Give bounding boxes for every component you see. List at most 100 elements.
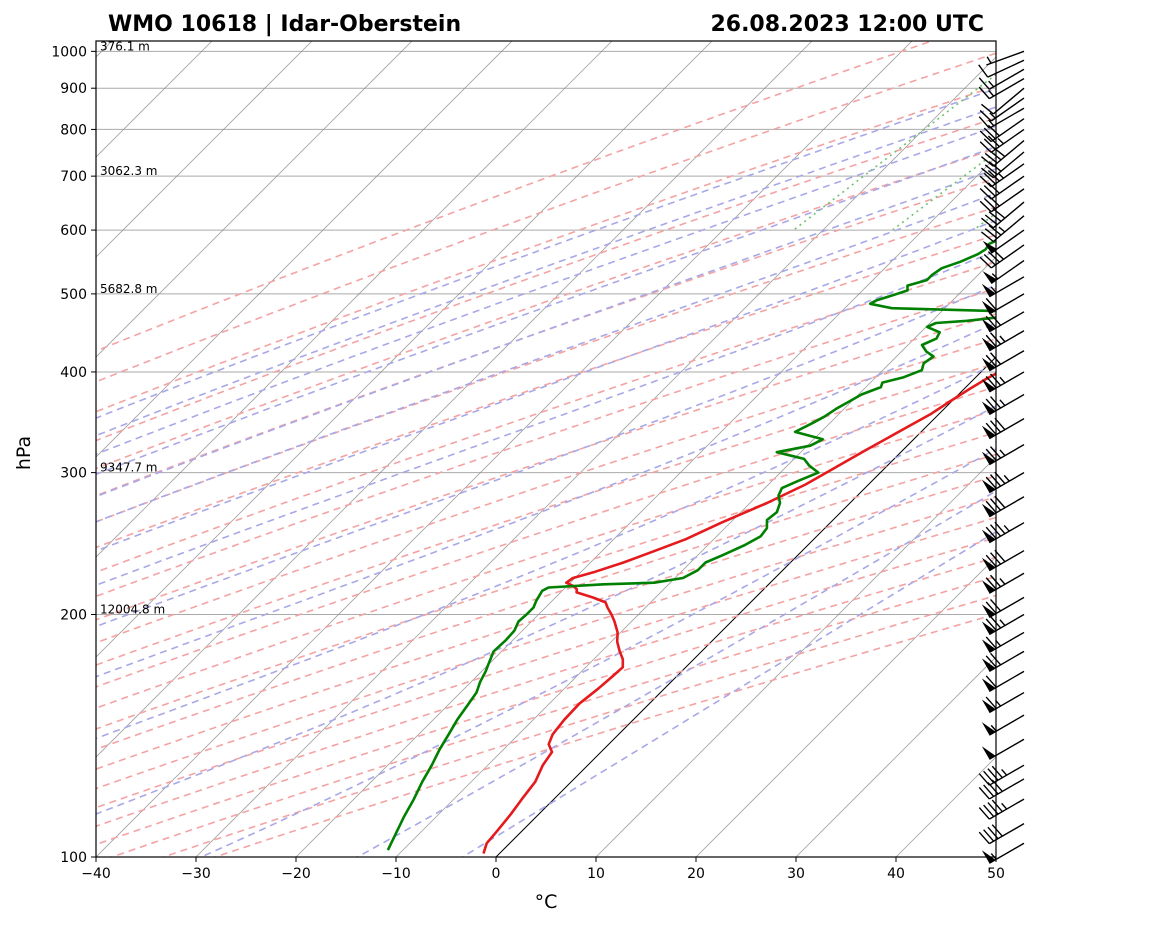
wind-barb (981, 613, 1025, 636)
isotherm-line (96, 41, 613, 558)
height-labels: 376.1 m 3062.3 m 5682.8 m 9347.7 m 12004.8 m (100, 39, 165, 616)
wind-barb-half-flag (999, 376, 1006, 384)
height-label: 376.1 m (100, 39, 150, 53)
wind-barb-pennant (981, 746, 996, 760)
isotherm-line (96, 41, 713, 658)
wind-barb-half-flag (1003, 524, 1010, 532)
wind-barb (981, 350, 1025, 372)
wind-barb-staff (989, 738, 1025, 760)
wind-barb-flag (985, 500, 997, 514)
wind-barb (981, 691, 1025, 714)
mixing-ratio-line (891, 150, 996, 231)
x-tick-label: 50 (987, 866, 1005, 882)
y-tick-label: 800 (60, 122, 87, 138)
wind-barb-staff (989, 670, 1025, 692)
dry-adiabat-line (96, 475, 996, 770)
wind-barb-flag (988, 161, 1002, 172)
isotherm-line (96, 41, 913, 857)
wind-barb (978, 59, 1025, 78)
wind-barb-staff (989, 631, 1025, 654)
wind-barb-flag (985, 636, 997, 649)
wind-barb-staff (992, 87, 1025, 115)
wind-barb-flag (983, 172, 996, 185)
wind-barb-half-flag (998, 226, 1006, 233)
wind-barb-flag (984, 164, 998, 176)
wind-barb-pennant (981, 580, 996, 594)
wind-barb-flag (985, 448, 997, 462)
wind-barb-staff (989, 823, 1025, 845)
dry-adiabat-line (96, 261, 996, 574)
wind-barb-staff (989, 393, 1025, 416)
wind-barb-flag (989, 574, 1002, 588)
wind-barb (981, 417, 1025, 440)
wind-barb-flag (978, 77, 990, 90)
wind-barb-pennant (981, 658, 996, 672)
wind-barb-pennant (981, 850, 996, 864)
wind-barb-flag (984, 214, 998, 226)
wind-barb-pennant (981, 378, 996, 392)
wind-barb-flag (989, 352, 1002, 365)
wind-barb-staff (989, 68, 1025, 90)
wind-barb-pennant (981, 479, 996, 493)
wind-barb-flag (989, 420, 1002, 433)
dry-adiabat-line (96, 85, 996, 413)
wind-barb (978, 823, 1025, 845)
wind-barb-flag (979, 200, 992, 213)
wind-barb-flag (985, 398, 997, 411)
moist-adiabat-line (96, 145, 996, 476)
wind-barb (981, 330, 1025, 352)
wind-barb (979, 118, 1025, 143)
y-tick-label: 200 (60, 607, 87, 623)
x-tick-label: 0 (492, 866, 501, 882)
wind-barb-staff (989, 471, 1025, 494)
wind-barb-flag (989, 313, 1002, 326)
x-tick-label: −30 (181, 866, 211, 882)
wind-barb-half-flag (999, 578, 1006, 585)
wind-barb-flag (991, 765, 1003, 779)
wind-barb-half-flag (1003, 474, 1010, 482)
wind-barb-flag (983, 784, 995, 797)
wind-barb-pennant (981, 699, 996, 713)
isotherm-line (96, 41, 513, 458)
wind-barb (981, 549, 1025, 572)
wind-barb (981, 631, 1025, 654)
sounding-lines (386, 239, 996, 854)
wind-barb-flag (983, 127, 996, 140)
wind-barb-staff (989, 650, 1025, 672)
wind-barb-staff (989, 572, 1025, 594)
wind-barb-flag (983, 770, 995, 784)
wind-barb-pennant (981, 604, 996, 618)
wind-barb-flag (987, 768, 999, 781)
wind-barb-flag (989, 474, 1002, 487)
wind-barb (980, 215, 1025, 243)
wind-barb-half-flag (990, 853, 997, 860)
wind-barb-staff (990, 163, 1025, 188)
wind-barb-staff (992, 139, 1025, 167)
wind-barb-flag (994, 549, 1006, 563)
wind-barb-flag (984, 152, 998, 164)
wind-barb-flag (988, 149, 1002, 161)
height-label: 5682.8 m (100, 282, 158, 296)
wind-barb-staff (986, 50, 1025, 66)
wind-barb-staff (989, 691, 1025, 714)
moist-adiabat-line (96, 87, 996, 419)
wind-barb-pennant (981, 557, 996, 571)
wind-barb-staff (990, 128, 1025, 153)
wind-barb-flag (994, 471, 1006, 485)
wind-barb-flag (984, 228, 998, 239)
wind-barb-flag (985, 601, 997, 614)
dry-adiabat-line (96, 338, 996, 644)
dry-adiabat-line (96, 41, 935, 352)
wind-barb-staff (989, 418, 1025, 440)
wind-barb-staff (989, 330, 1025, 352)
wind-barb-flag (987, 124, 1000, 137)
dewpoint-profile-line (386, 239, 996, 851)
wind-barb (981, 714, 1025, 736)
moist-adiabat-line (96, 250, 996, 587)
wind-barb-pennant (981, 451, 996, 465)
wind-barb-flag (978, 86, 990, 100)
height-label: 3062.3 m (100, 164, 158, 178)
plot-frame (95, 40, 997, 858)
wind-barb-half-flag (986, 56, 992, 64)
